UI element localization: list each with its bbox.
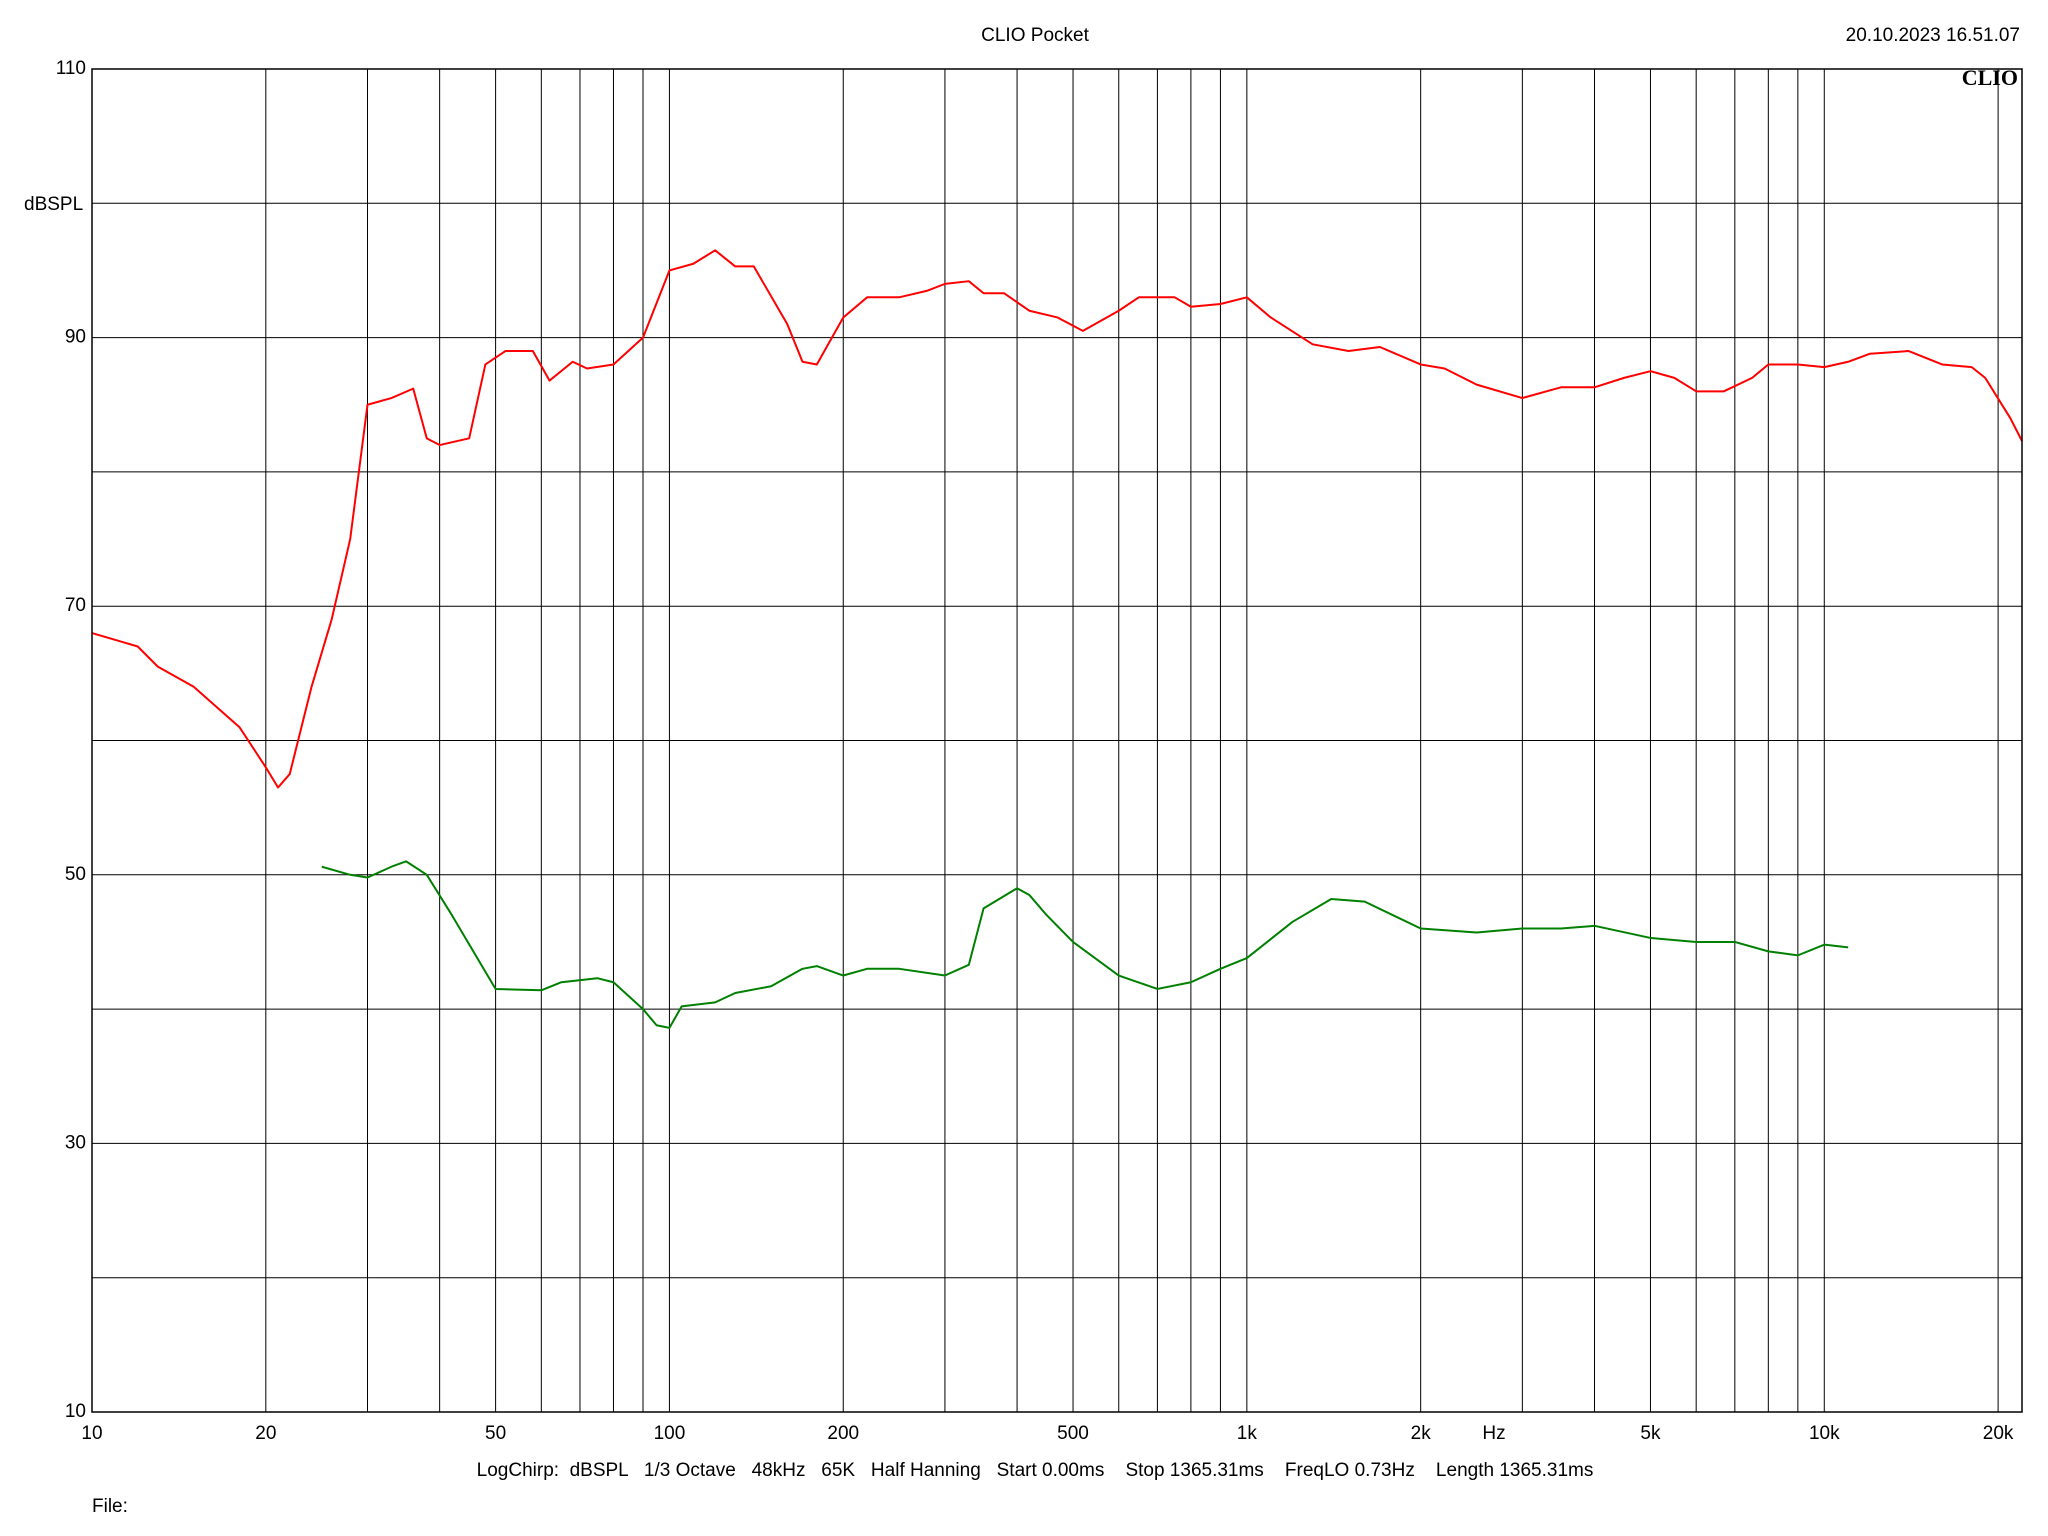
chart-title: CLIO Pocket xyxy=(981,25,1089,46)
x-tick-label: 200 xyxy=(827,1423,859,1444)
y-tick-label: 70 xyxy=(65,595,86,616)
y-tick-label: 30 xyxy=(65,1132,86,1153)
x-axis-label: Hz xyxy=(1482,1423,1505,1444)
plot xyxy=(91,249,2023,1029)
y-tick-label: 90 xyxy=(65,327,86,348)
x-tick-label: 50 xyxy=(485,1423,506,1444)
series-line xyxy=(91,249,2023,789)
series-line xyxy=(321,860,1849,1029)
x-tick-label: 10k xyxy=(1809,1423,1840,1444)
x-tick-label: 20k xyxy=(1983,1423,2014,1444)
info-line: LogChirp: dBSPL 1/3 Octave 48kHz 65K Hal… xyxy=(477,1460,1594,1481)
timestamp: 20.10.2023 16.51.07 xyxy=(1846,25,2020,46)
x-tick-label: 1k xyxy=(1237,1423,1258,1444)
y-axis-label: dBSPL xyxy=(24,194,83,215)
y-tick-label: 110 xyxy=(56,58,86,79)
x-tick-label: 2k xyxy=(1411,1423,1432,1444)
x-tick-label: 100 xyxy=(654,1423,686,1444)
file-label: File: xyxy=(92,1496,128,1517)
x-tick-label: 10 xyxy=(81,1423,102,1444)
y-tick-label: 10 xyxy=(65,1401,86,1422)
plot-frame xyxy=(91,68,2023,1413)
x-tick-label: 20 xyxy=(255,1423,276,1444)
grid xyxy=(91,68,2022,1413)
x-tick-label: 500 xyxy=(1057,1423,1089,1444)
x-tick-label: 5k xyxy=(1640,1423,1661,1444)
y-tick-label: 50 xyxy=(65,864,86,885)
